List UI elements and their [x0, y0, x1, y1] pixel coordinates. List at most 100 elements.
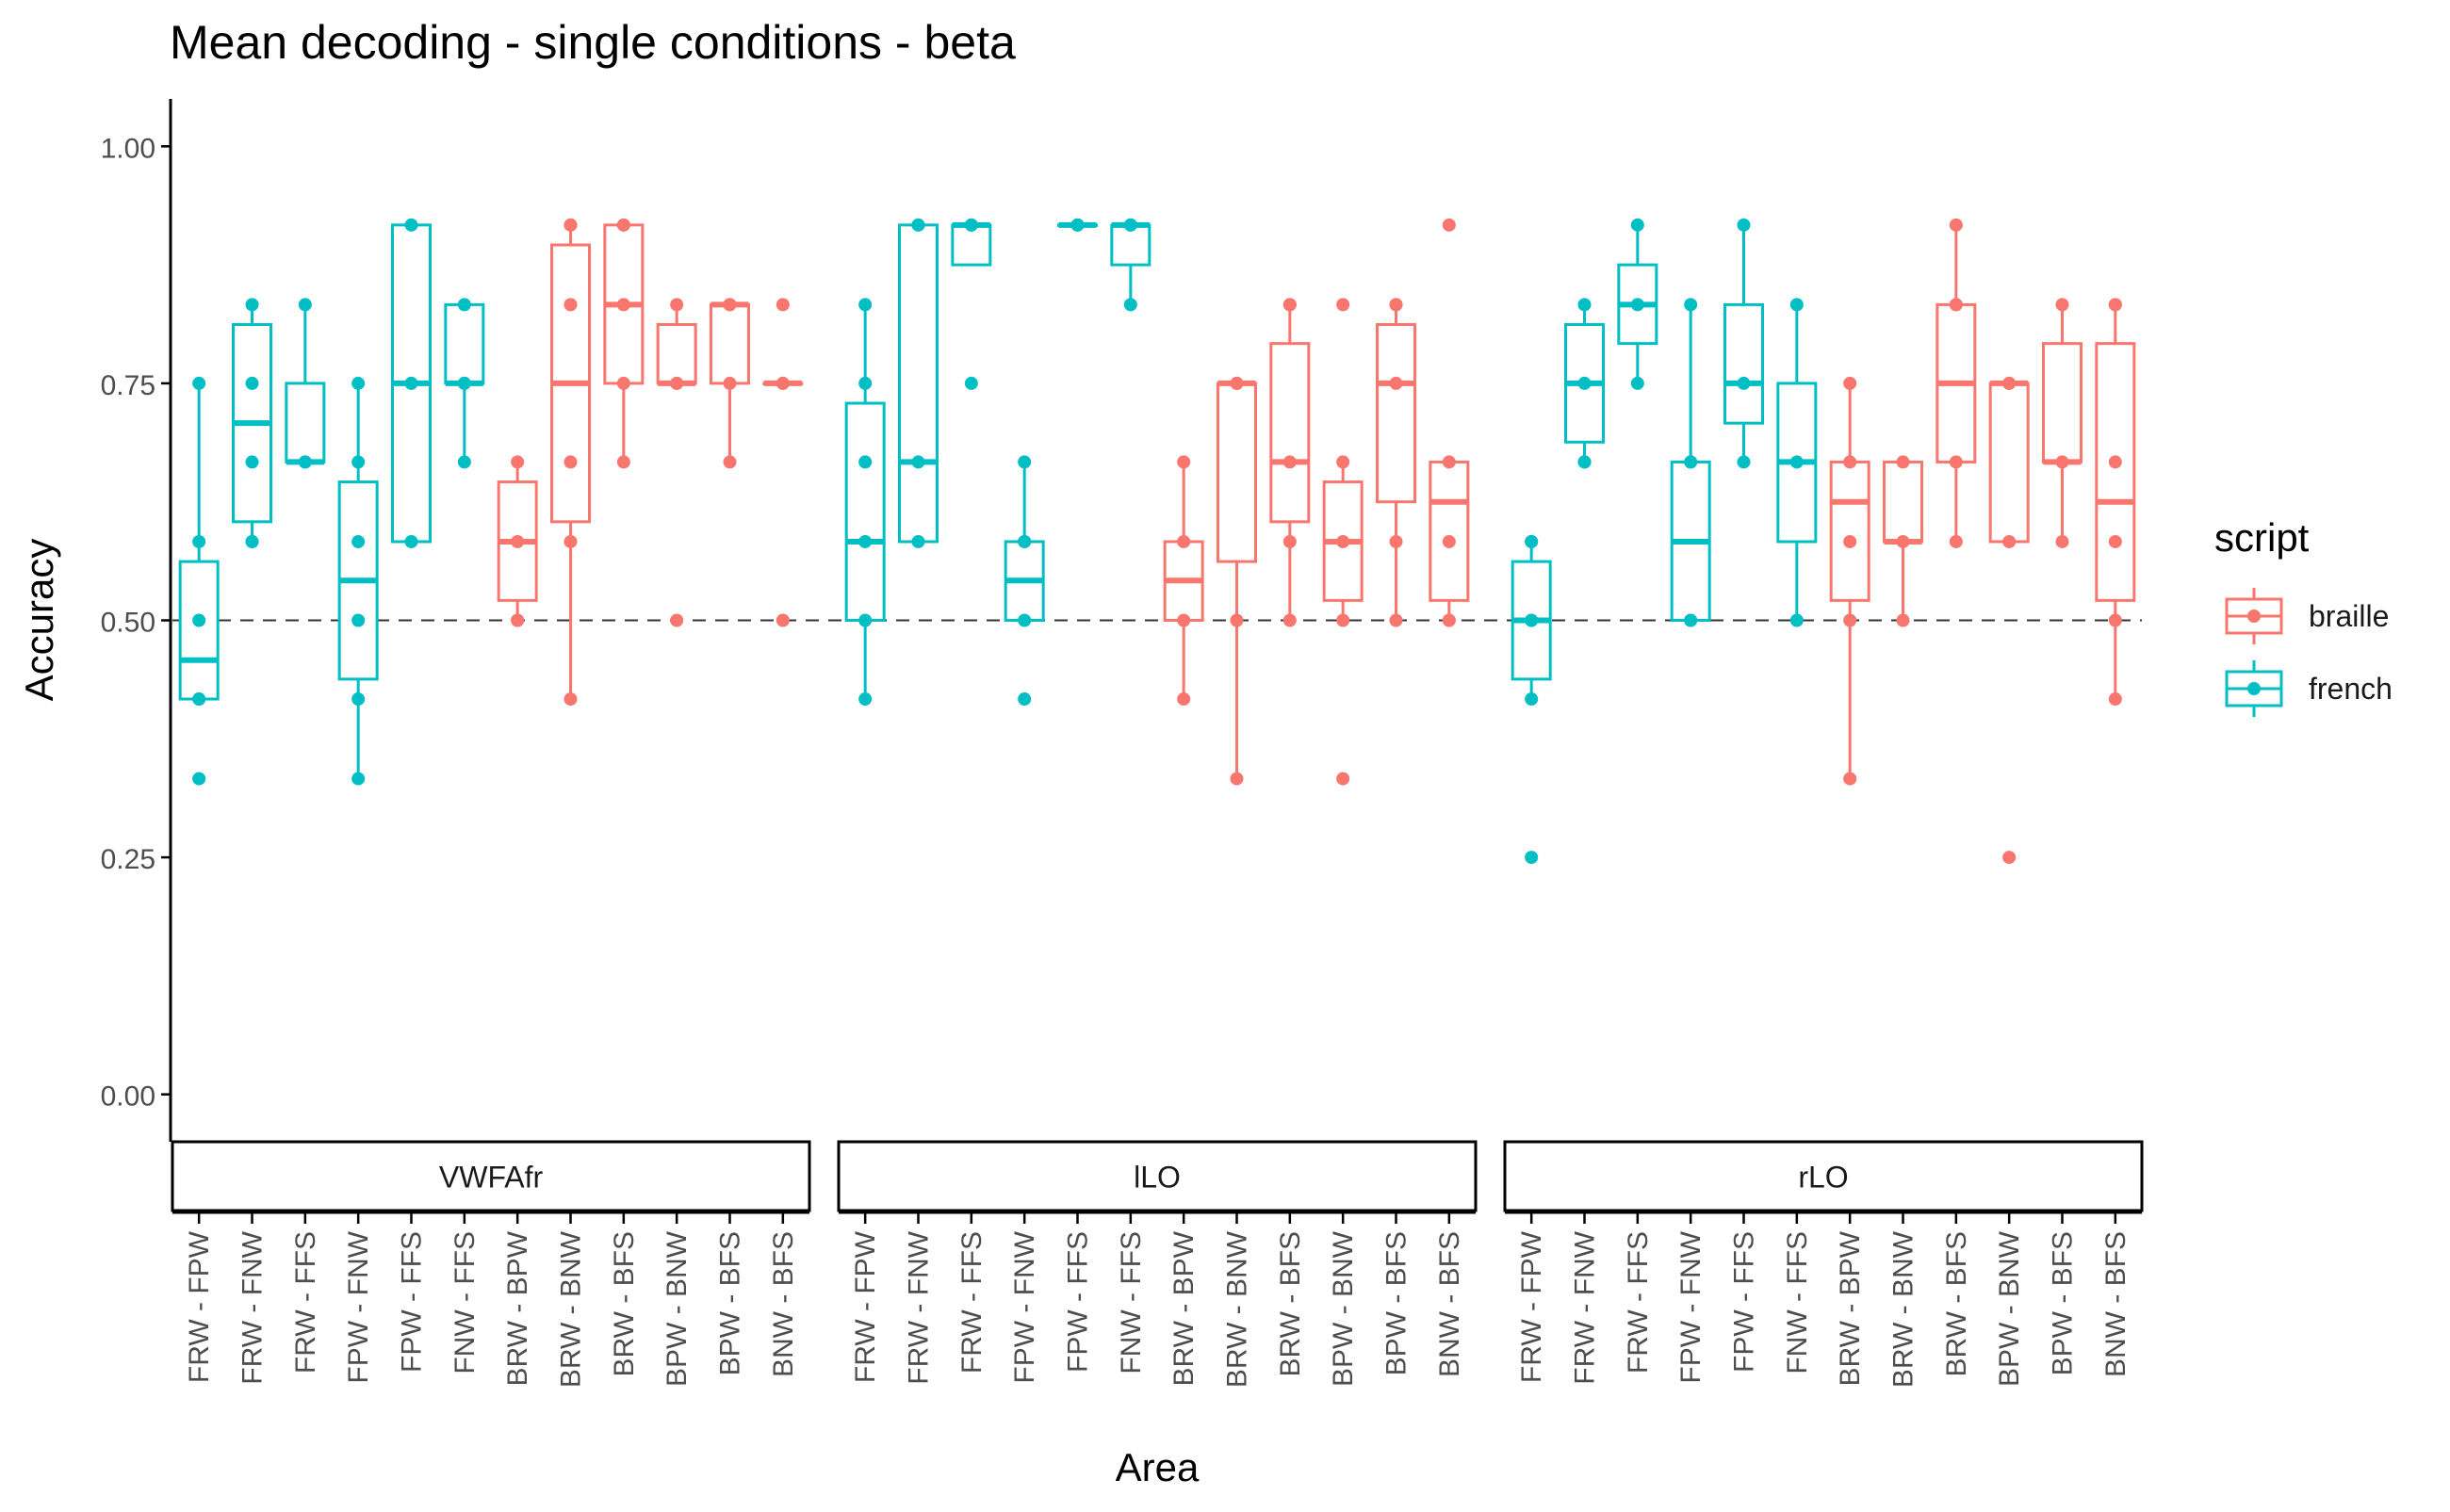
data-point [1630, 376, 1644, 390]
data-point [1389, 613, 1403, 627]
legend-label-french: french [2309, 672, 2393, 706]
data-point [1896, 534, 1910, 548]
data-point [616, 455, 630, 469]
box-braille [1988, 382, 2030, 544]
data-point [1525, 692, 1539, 707]
data-point [1442, 455, 1456, 469]
x-tick-label: BRW - BNW [1888, 1230, 1919, 1388]
x-axis-label: Area [1116, 1445, 1200, 1489]
data-point [1282, 298, 1297, 312]
data-point [192, 692, 206, 707]
box-french [1723, 302, 1764, 425]
data-point [911, 455, 925, 469]
data-point [2108, 534, 2122, 548]
data-point [351, 692, 366, 707]
data-point [1949, 298, 1963, 312]
data-point [1630, 218, 1644, 232]
x-tick-label: BRW - BNW [1222, 1230, 1253, 1388]
x-tick-label: FRW - FNW [1570, 1230, 1601, 1384]
x-tick-label: BNW - BFS [2100, 1231, 2132, 1377]
data-point [1684, 298, 1698, 312]
x-tick-label: FPW - FNW [1675, 1230, 1707, 1383]
x-tick-label: BPW - BFS [1381, 1231, 1413, 1375]
data-point [1123, 218, 1137, 232]
facet-label: rLO [1798, 1161, 1848, 1195]
data-point [858, 455, 873, 469]
x-tick-label: BPW - BNW [662, 1230, 693, 1387]
data-point [351, 534, 366, 548]
x-tick-label: FRW - FPW [850, 1230, 881, 1383]
data-point [511, 613, 525, 627]
x-tick-label: BPW - BNW [1328, 1230, 1359, 1387]
data-point [1336, 613, 1350, 627]
data-point [964, 376, 978, 390]
y-tick-label: 0.75 [101, 370, 155, 401]
data-point [1525, 534, 1539, 548]
data-point [457, 455, 471, 469]
y-tick-label: 1.00 [101, 133, 155, 164]
data-point [616, 298, 630, 312]
data-point [1336, 298, 1350, 312]
x-tick-label: BRW - BFS [1941, 1231, 1972, 1376]
data-point [298, 455, 312, 469]
x-tick-label: FPW - FFS [1063, 1231, 1094, 1373]
data-point [858, 613, 873, 627]
data-point [245, 534, 259, 548]
data-point [2055, 298, 2069, 312]
y-tick-label: 0.50 [101, 608, 155, 639]
data-point [616, 376, 630, 390]
data-point [670, 298, 684, 312]
x-tick-label: FRW - FNW [904, 1230, 935, 1384]
x-tick-label: FNW - FFS [1116, 1231, 1147, 1374]
data-point [1177, 613, 1191, 627]
box-french [285, 382, 326, 463]
data-point [351, 772, 366, 786]
data-point [858, 376, 873, 390]
data-point [1282, 455, 1297, 469]
data-point [351, 455, 366, 469]
x-tick-label: BNW - BFS [768, 1231, 799, 1377]
data-point [2002, 534, 2017, 548]
data-point [858, 534, 873, 548]
data-point [1843, 534, 1857, 548]
data-point [1177, 455, 1191, 469]
data-point [1442, 613, 1456, 627]
x-tick-label: FRW - FFS [290, 1231, 321, 1374]
data-point [1737, 455, 1751, 469]
data-point [404, 376, 418, 390]
data-point [1843, 376, 1857, 390]
data-point [1123, 298, 1137, 312]
data-point [1843, 772, 1857, 786]
data-point [1843, 613, 1857, 627]
box-braille [1829, 460, 1870, 602]
data-point [192, 772, 206, 786]
data-point [1949, 218, 1963, 232]
data-point [404, 534, 418, 548]
data-point [1949, 534, 1963, 548]
data-point [564, 692, 578, 707]
x-tick-label: BPW - BNW [1994, 1230, 2025, 1387]
data-point [1230, 613, 1244, 627]
legend-title: script [2214, 515, 2310, 560]
data-point [1442, 218, 1456, 232]
data-point [1577, 455, 1592, 469]
data-point [2108, 298, 2122, 312]
data-point [1630, 298, 1644, 312]
data-point [564, 534, 578, 548]
data-point [776, 376, 790, 390]
x-tick-label: BRW - BPW [502, 1230, 533, 1386]
data-point [2108, 613, 2122, 627]
data-point [192, 376, 206, 390]
legend-key-point [2247, 682, 2261, 695]
x-tick-label: BPW - BFS [715, 1231, 746, 1375]
box-braille [2095, 342, 2136, 602]
box-braille [710, 302, 750, 385]
data-point [1336, 772, 1350, 786]
data-point [1577, 298, 1592, 312]
x-tick-label: FNW - FFS [1782, 1231, 1813, 1374]
data-point [1896, 455, 1910, 469]
x-tick-label: FRW - FFS [956, 1231, 988, 1374]
data-point [1442, 534, 1456, 548]
box-braille [1883, 460, 1923, 544]
